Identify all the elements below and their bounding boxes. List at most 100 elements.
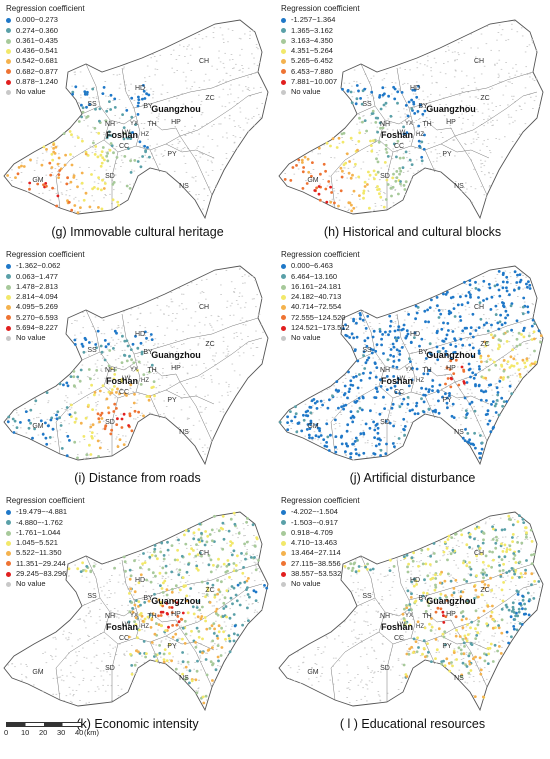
district-label: CC (394, 143, 404, 150)
no-value-mark (148, 412, 151, 414)
no-value-mark (477, 414, 479, 416)
no-value-mark (241, 295, 244, 297)
no-value-mark (445, 51, 447, 53)
no-value-mark (193, 129, 195, 131)
no-value-mark (113, 350, 116, 351)
district-boundary (121, 313, 259, 355)
no-value-mark (109, 581, 111, 582)
no-value-mark (362, 429, 365, 431)
no-value-mark (457, 366, 459, 368)
sample-point (335, 380, 339, 383)
sample-point (494, 402, 498, 406)
legend-entry: -1.257~1.364 (281, 15, 360, 25)
sample-point (370, 90, 374, 94)
no-value-mark (366, 700, 368, 702)
no-value-mark (504, 536, 507, 538)
no-value-mark (266, 96, 268, 98)
sample-point (511, 540, 514, 543)
no-value-mark (373, 97, 375, 99)
no-value-mark (114, 344, 116, 346)
no-value-mark (312, 169, 315, 170)
no-value-mark (209, 347, 211, 349)
no-value-mark (315, 676, 318, 678)
legend-entry: 0.682~0.877 (6, 67, 85, 77)
sample-point (58, 169, 62, 172)
no-value-mark (187, 664, 190, 666)
no-value-mark (336, 448, 339, 450)
no-value-mark (162, 560, 165, 562)
no-value-mark (487, 286, 489, 288)
no-value-mark (528, 44, 531, 46)
sample-point (522, 521, 526, 524)
no-value-mark (394, 322, 397, 324)
sample-point (437, 309, 441, 312)
sample-point (494, 304, 498, 308)
sample-point (491, 525, 494, 529)
no-value-mark (112, 647, 114, 649)
sample-point (346, 444, 350, 448)
city-label-foshan: Foshan (106, 376, 138, 386)
no-value-mark (382, 628, 385, 630)
sample-point (170, 544, 174, 547)
sample-point (347, 201, 351, 205)
district-label: NS (179, 675, 189, 682)
no-value-mark (194, 620, 197, 622)
sample-point (473, 431, 476, 435)
sample-point (407, 562, 410, 566)
sample-point (211, 583, 215, 587)
no-value-mark (200, 376, 203, 378)
no-value-mark (347, 687, 350, 689)
no-value-mark (102, 320, 105, 321)
no-value-mark (529, 76, 531, 78)
no-value-mark (485, 318, 487, 320)
sample-point (104, 345, 108, 349)
no-value-mark (397, 351, 399, 353)
no-value-mark (38, 667, 41, 669)
no-value-mark (66, 410, 69, 412)
no-value-mark (403, 391, 406, 393)
no-value-mark (474, 641, 477, 643)
sample-point (343, 384, 347, 388)
sample-point (499, 339, 503, 343)
no-value-mark (510, 383, 513, 385)
no-value-mark (245, 302, 247, 304)
sample-point (137, 581, 141, 585)
sample-point (369, 409, 372, 413)
no-value-mark (85, 576, 88, 578)
sample-point (115, 156, 119, 159)
no-value-mark (498, 81, 501, 83)
sample-point (107, 364, 111, 368)
district-label: CC (119, 143, 129, 150)
no-value-mark (137, 619, 139, 621)
sample-point (243, 542, 247, 546)
sample-point (335, 146, 339, 149)
sample-point (424, 393, 427, 397)
sample-point (349, 410, 353, 413)
no-value-mark (177, 142, 180, 144)
no-value-mark (503, 407, 506, 409)
no-value-mark (498, 138, 501, 140)
sample-point (382, 103, 386, 107)
no-value-mark (336, 392, 338, 394)
no-value-mark (293, 680, 296, 682)
sample-point (396, 377, 400, 380)
no-value-mark (415, 311, 417, 313)
no-value-mark (304, 435, 306, 437)
sample-point (349, 90, 353, 94)
no-value-mark (240, 332, 242, 334)
no-value-mark (129, 387, 131, 389)
no-value-mark (94, 316, 97, 318)
sample-point (459, 319, 463, 322)
no-value-mark (243, 595, 246, 597)
no-value-mark (440, 366, 442, 367)
no-value-mark (485, 379, 488, 381)
no-value-mark (218, 599, 221, 601)
sample-point (240, 552, 243, 555)
district-label: BY (418, 103, 428, 110)
no-value-mark (360, 640, 363, 642)
sample-point (83, 92, 87, 96)
no-value-mark (497, 303, 500, 305)
no-value-mark (373, 370, 376, 372)
